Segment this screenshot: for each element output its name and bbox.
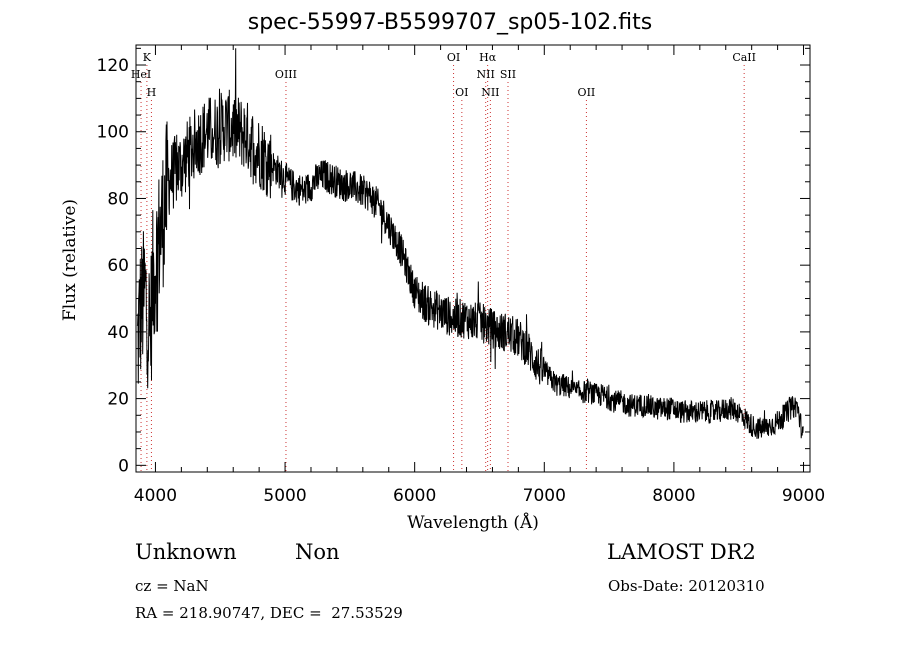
y-tick-label: 100 bbox=[97, 123, 129, 143]
line-marker-label: SII bbox=[500, 68, 516, 81]
chart-title: spec-55997-B5599707_sp05-102.fits bbox=[247, 10, 653, 35]
line-marker-label: K bbox=[143, 51, 152, 64]
y-tick-label: 80 bbox=[107, 189, 129, 209]
x-axis-label: Wavelength (Å) bbox=[407, 513, 539, 533]
line-marker-label: H bbox=[147, 86, 157, 99]
line-marker-label: NII bbox=[481, 86, 499, 99]
x-tick-label: 5000 bbox=[263, 486, 306, 506]
line-marker-label: NII bbox=[477, 68, 495, 81]
plot-border bbox=[135, 44, 811, 473]
x-tick-label: 4000 bbox=[134, 486, 177, 506]
y-tick-label: 120 bbox=[97, 56, 129, 76]
x-tick-label: 9000 bbox=[782, 486, 825, 506]
plot-frame bbox=[135, 44, 811, 473]
coordinates: RA = 218.90747, DEC = 27.53529 bbox=[135, 604, 403, 622]
x-tick-label: 6000 bbox=[393, 486, 436, 506]
line-marker-label: OII bbox=[578, 86, 596, 99]
survey-name: LAMOST DR2 bbox=[607, 540, 756, 564]
y-tick-label: 0 bbox=[118, 456, 129, 476]
line-marker-label: CaII bbox=[732, 51, 756, 64]
line-marker-label: OIII bbox=[275, 68, 297, 81]
line-marker-label: OI bbox=[447, 51, 460, 64]
y-tick-label: 20 bbox=[107, 390, 129, 410]
y-axis-label: Flux (relative) bbox=[60, 198, 80, 322]
axis-ticks: 4000 5000 6000 7000 8000 9000 0 20 40 60 80 100 120 bbox=[97, 45, 825, 506]
line-marker-label: OI bbox=[455, 86, 468, 99]
object-class: Unknown bbox=[135, 540, 237, 564]
x-tick-label: 8000 bbox=[652, 486, 695, 506]
line-marker-label: HeI bbox=[131, 68, 151, 81]
spectrum-line bbox=[136, 48, 804, 439]
y-tick-label: 60 bbox=[107, 256, 129, 276]
observation-date: Obs-Date: 20120310 bbox=[608, 577, 765, 595]
y-tick-label: 40 bbox=[107, 323, 129, 343]
redshift-cz: cz = NaN bbox=[135, 577, 209, 595]
line-marker-label: Hα bbox=[479, 51, 497, 64]
object-subclass: Non bbox=[295, 540, 340, 564]
x-tick-label: 7000 bbox=[523, 486, 566, 506]
spectrum-series bbox=[136, 48, 804, 439]
